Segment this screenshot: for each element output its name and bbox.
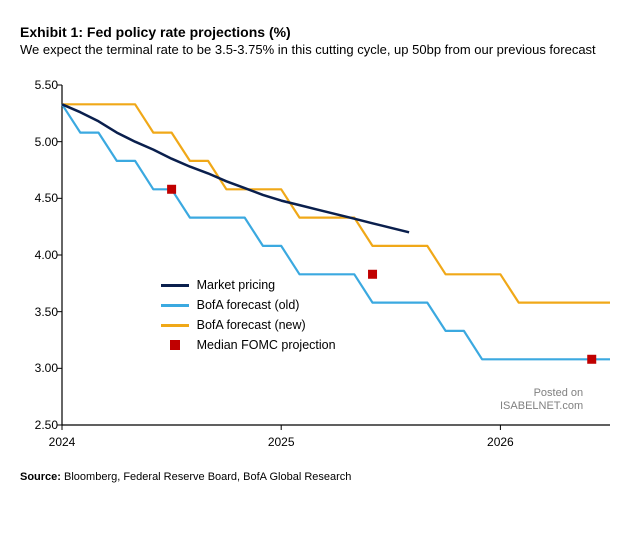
legend: Market pricing BofA forecast (old) BofA fo… [161, 275, 336, 355]
y-tick-label: 4.00 [20, 248, 58, 262]
legend-item: Median FOMC projection [161, 335, 336, 355]
chart-title: Exhibit 1: Fed policy rate projections (… [20, 24, 620, 40]
y-tick-label: 4.50 [20, 191, 58, 205]
y-tick-label: 5.50 [20, 78, 58, 92]
legend-item: BofA forecast (new) [161, 315, 336, 335]
legend-marker-square [170, 340, 180, 350]
chart-subtitle: We expect the terminal rate to be 3.5-3.… [20, 42, 620, 57]
x-tick-label: 2025 [268, 435, 295, 449]
legend-item: Market pricing [161, 275, 336, 295]
legend-label: Market pricing [197, 278, 276, 292]
source-label: Source: [20, 471, 61, 483]
y-tick-label: 2.50 [20, 418, 58, 432]
plot-svg [62, 85, 610, 425]
line-chart: 5.50 5.00 4.50 4.00 3.50 3.00 2.50 2024 2025 202… [20, 75, 620, 465]
y-tick-label: 3.00 [20, 361, 58, 375]
watermark-line1: Posted on [500, 387, 583, 400]
x-tick-label: 2024 [49, 435, 76, 449]
source-line: Source: Bloomberg, Federal Reserve Board… [20, 471, 620, 483]
legend-line-swatch [161, 284, 189, 287]
legend-label: BofA forecast (old) [197, 298, 300, 312]
legend-label: Median FOMC projection [197, 338, 336, 352]
watermark: Posted on ISABELNET.com [500, 387, 583, 413]
legend-label: BofA forecast (new) [197, 318, 306, 332]
x-tick-label: 2026 [487, 435, 514, 449]
y-tick-label: 5.00 [20, 135, 58, 149]
watermark-line2: ISABELNET.com [500, 400, 583, 413]
source-text: Bloomberg, Federal Reserve Board, BofA G… [61, 471, 351, 483]
plot-area [62, 85, 610, 425]
legend-line-swatch [161, 324, 189, 327]
y-tick-label: 3.50 [20, 305, 58, 319]
legend-line-swatch [161, 304, 189, 307]
legend-item: BofA forecast (old) [161, 295, 336, 315]
